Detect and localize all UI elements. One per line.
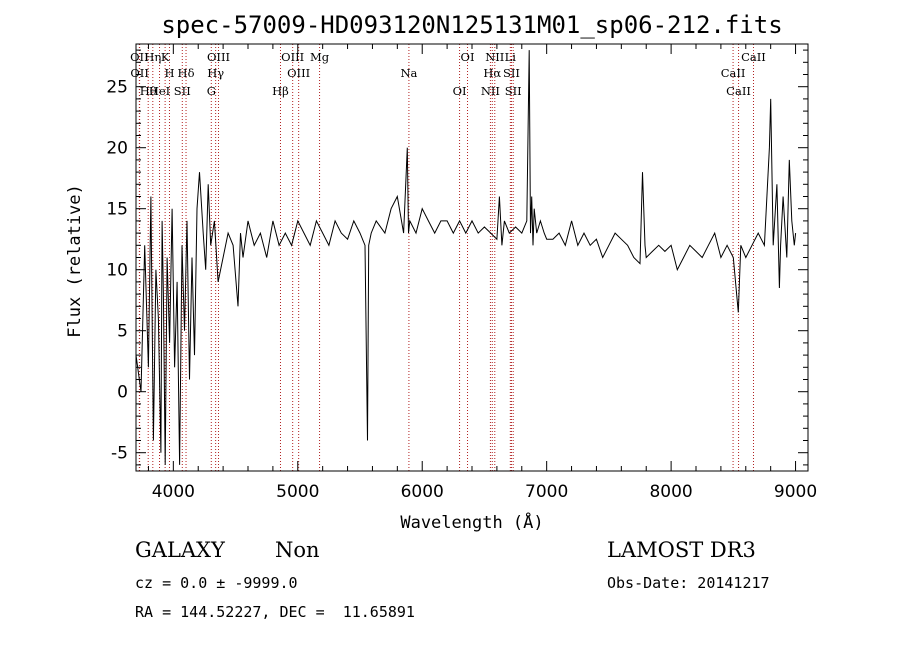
line-label: NII bbox=[485, 50, 504, 64]
line-label: Hγ bbox=[207, 66, 224, 80]
line-label: G bbox=[207, 84, 216, 98]
line-label: SII bbox=[503, 66, 520, 80]
y-axis: -5 0 5 10 15 20 25 bbox=[106, 49, 808, 466]
line-label: OIII bbox=[287, 66, 310, 80]
y-tick-label: 15 bbox=[106, 200, 128, 220]
line-label: OII bbox=[130, 66, 149, 80]
line-label: Hθ bbox=[140, 84, 157, 98]
x-tick-label: 9000 bbox=[774, 482, 817, 502]
line-label: SII bbox=[505, 84, 522, 98]
plot-frame bbox=[135, 43, 809, 472]
line-label: CaII bbox=[741, 50, 766, 64]
line-label: NII bbox=[481, 84, 500, 98]
line-label: CaII bbox=[721, 66, 746, 80]
x-tick-label: 8000 bbox=[649, 482, 692, 502]
line-label: Hδ bbox=[178, 66, 195, 80]
line-label: K bbox=[161, 50, 170, 64]
line-markers bbox=[138, 44, 754, 471]
chart-title: spec-57009-HD093120N125131M01_sp06-212.f… bbox=[161, 11, 782, 39]
spectrum-line bbox=[135, 50, 797, 465]
line-label: H bbox=[164, 66, 174, 80]
line-label: OI bbox=[461, 50, 475, 64]
line-label: Li bbox=[505, 50, 517, 64]
x-tick-label: 6000 bbox=[401, 482, 444, 502]
line-label: Hβ bbox=[272, 84, 289, 98]
line-label: Na bbox=[400, 66, 417, 80]
x-axis: 4000 5000 6000 7000 8000 9000 bbox=[147, 44, 817, 502]
obs-date: Obs-Date: 20141217 bbox=[607, 574, 770, 592]
line-label: SII bbox=[174, 84, 191, 98]
survey-name: LAMOST DR3 bbox=[607, 538, 756, 562]
y-tick-label: -5 bbox=[111, 444, 128, 464]
y-tick-label: 25 bbox=[106, 78, 128, 98]
line-label: CaII bbox=[726, 84, 751, 98]
x-tick-label: 5000 bbox=[276, 482, 319, 502]
line-label: OII bbox=[130, 50, 149, 64]
object-subclass: Non bbox=[275, 538, 320, 562]
x-tick-label: 4000 bbox=[152, 482, 195, 502]
object-class: GALAXY bbox=[135, 538, 225, 562]
x-axis-label: Wavelength (Å) bbox=[400, 511, 543, 533]
y-axis-label: Flux (relative) bbox=[65, 184, 85, 338]
y-tick-label: 5 bbox=[117, 322, 128, 342]
y-tick-label: 10 bbox=[106, 261, 128, 281]
line-label: OIII bbox=[207, 50, 230, 64]
line-label: OI bbox=[453, 84, 467, 98]
line-label: OIII bbox=[281, 50, 304, 64]
line-label: HeI bbox=[149, 84, 170, 98]
x-tick-label: 7000 bbox=[525, 482, 568, 502]
line-label: Mg bbox=[310, 50, 330, 64]
y-tick-label: 20 bbox=[106, 139, 128, 159]
line-label: Hα bbox=[483, 66, 501, 80]
y-tick-label: 0 bbox=[117, 383, 128, 403]
ra-dec: RA = 144.52227, DEC = 11.65891 bbox=[135, 603, 415, 621]
line-label: Hη bbox=[144, 50, 161, 64]
line-labels: OII OII Hθ KH HeI Hη Hδ SII OIII Hγ G OIII OIII Hβ Mg N… bbox=[130, 50, 766, 98]
redshift-text: cz = 0.0 ± -9999.0 bbox=[135, 574, 298, 592]
